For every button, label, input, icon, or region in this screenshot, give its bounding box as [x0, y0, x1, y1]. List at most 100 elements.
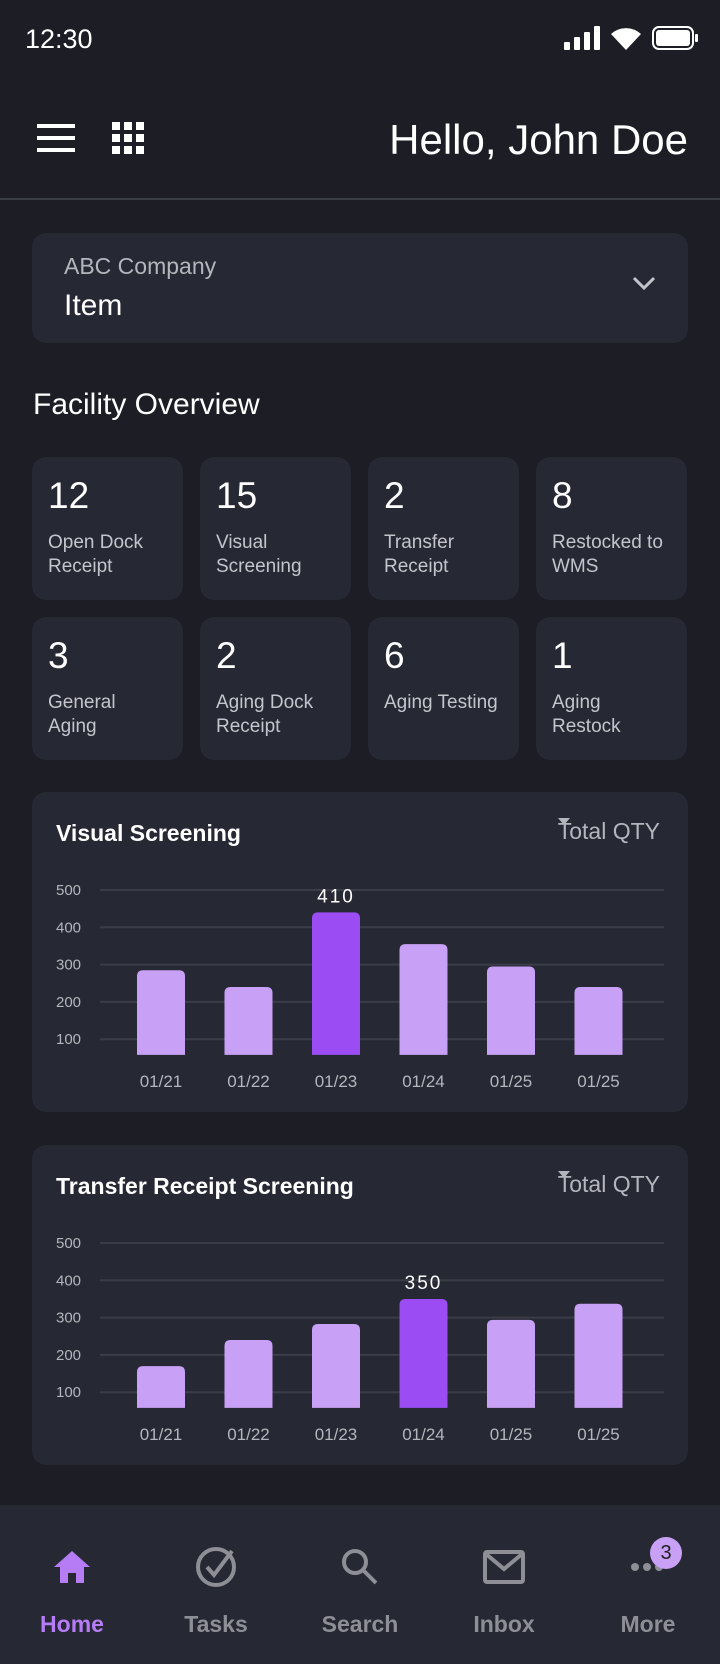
selected-value: Item: [64, 289, 123, 322]
tile-count: 15: [216, 475, 258, 516]
total-qty-dropdown[interactable]: Total QTY: [557, 1171, 660, 1198]
x-tick-label: 01/25: [577, 1072, 620, 1091]
greeting: Hello, John Doe: [389, 116, 688, 163]
tile-count: 6: [384, 635, 405, 676]
dropdown-label: Total QTY: [557, 1171, 660, 1197]
tile-label: Visual Screening: [216, 532, 302, 577]
data-label: 410: [317, 886, 355, 907]
bar[interactable]: [399, 1298, 448, 1408]
dropdown-label: Total QTY: [557, 818, 660, 844]
caret-down-icon: [557, 1171, 570, 1178]
nav-tasks[interactable]: Tasks: [144, 1505, 288, 1664]
x-tick-label: 01/23: [315, 1072, 358, 1091]
tile-count: 1: [552, 635, 573, 676]
x-tick-label: 01/25: [490, 1072, 533, 1091]
bar[interactable]: [487, 966, 535, 1055]
company-label: ABC Company: [64, 253, 217, 279]
nav-search[interactable]: Search: [288, 1505, 432, 1664]
tile-count: 3: [48, 635, 69, 676]
tile-label: Aging Testing: [384, 692, 498, 713]
bar[interactable]: [574, 986, 623, 1055]
x-tick-label: 01/23: [315, 1425, 358, 1444]
total-qty-dropdown[interactable]: Total QTY: [557, 818, 660, 845]
y-tick-label: 200: [56, 1347, 81, 1364]
nav-label: Home: [40, 1611, 104, 1637]
bar[interactable]: [224, 1339, 273, 1408]
x-tick-label: 01/24: [402, 1072, 445, 1091]
tile-label: Aging Dock Receipt: [216, 692, 314, 737]
nav-label: More: [620, 1611, 676, 1637]
y-tick-label: 300: [56, 1310, 81, 1327]
tile-label: Transfer Receipt: [384, 532, 455, 577]
home-icon: [54, 1551, 90, 1583]
data-label: 350: [405, 1273, 443, 1294]
x-tick-label: 01/25: [490, 1425, 533, 1444]
chart-title: Transfer Receipt Screening: [56, 1173, 354, 1199]
notification-badge: 3: [650, 1537, 682, 1569]
tile-label: Open Dock Receipt: [48, 532, 144, 577]
search-icon: [342, 1549, 378, 1585]
app-header: Hello, John Doe: [0, 80, 720, 200]
tile-label: General Aging: [48, 692, 116, 737]
battery-icon: [652, 26, 698, 50]
y-tick-label: 100: [56, 1384, 81, 1401]
y-tick-label: 300: [56, 957, 81, 974]
y-tick-label: 500: [56, 1235, 81, 1252]
bar[interactable]: [312, 912, 360, 1055]
x-tick-label: 01/22: [227, 1072, 270, 1091]
bar[interactable]: [224, 986, 273, 1055]
y-tick-label: 400: [56, 1272, 81, 1289]
tile-count: 2: [216, 635, 237, 676]
status-time: 12:30: [25, 24, 93, 54]
nav-inbox[interactable]: Inbox: [432, 1505, 576, 1664]
bar-chart: 500 400 300 200 100 01/21 01/22 01/23 410 01/24 01…: [56, 882, 664, 1091]
signal-icon: [564, 26, 600, 50]
section-title: Facility Overview: [33, 388, 260, 421]
facility-tile[interactable]: 2 Transfer Receipt: [368, 457, 519, 600]
visual-screening-chart: 500 400 300 200 100 01/21 01/22 01/23 410 01/24 01…: [32, 792, 688, 1112]
tile-label: Restocked to WMS: [552, 532, 663, 577]
bottom-nav: Home Tasks Search Inbox More 3: [0, 1505, 720, 1664]
facility-tile[interactable]: 12 Open Dock Receipt: [32, 457, 183, 600]
nav-more[interactable]: More 3: [576, 1505, 720, 1664]
x-tick-label: 01/24: [402, 1425, 445, 1444]
menu-icon[interactable]: [37, 124, 75, 152]
y-tick-label: 400: [56, 919, 81, 936]
tile-count: 12: [48, 475, 90, 516]
status-icons: [564, 26, 698, 50]
apps-grid-icon[interactable]: [112, 122, 144, 154]
transfer-receipt-chart: 500 400 300 200 100 01/21 01/22 01/23 01/24 350 01…: [32, 1145, 688, 1465]
x-tick-label: 01/21: [140, 1072, 183, 1091]
chart-title: Visual Screening: [56, 820, 241, 846]
nav-label: Inbox: [473, 1611, 535, 1637]
nav-home[interactable]: Home: [0, 1505, 144, 1664]
nav-label: Tasks: [184, 1611, 248, 1637]
bar[interactable]: [487, 1319, 535, 1408]
chevron-down-icon: [632, 276, 656, 291]
x-tick-label: 01/22: [227, 1425, 270, 1444]
caret-down-icon: [557, 818, 570, 825]
tile-count: 8: [552, 475, 573, 516]
nav-label: Search: [321, 1611, 399, 1637]
tile-label: Aging Restock: [552, 692, 621, 737]
facility-tile[interactable]: 2 Aging Dock Receipt: [200, 617, 351, 760]
facility-tile[interactable]: 6 Aging Testing: [368, 617, 519, 760]
y-tick-label: 500: [56, 882, 81, 899]
wifi-icon: [611, 28, 641, 50]
mail-icon: [483, 1550, 525, 1584]
tile-count: 2: [384, 475, 405, 516]
bar[interactable]: [137, 1366, 185, 1408]
bar-chart: 500 400 300 200 100 01/21 01/22 01/23 01/24 350 01…: [56, 1235, 664, 1444]
facility-tile[interactable]: 8 Restocked to WMS: [536, 457, 687, 600]
facility-tile[interactable]: 3 General Aging: [32, 617, 183, 760]
bar[interactable]: [137, 970, 185, 1055]
facility-tile[interactable]: 1 Aging Restock: [536, 617, 687, 760]
bar[interactable]: [312, 1323, 360, 1408]
x-tick-label: 01/21: [140, 1425, 183, 1444]
bar[interactable]: [574, 1303, 623, 1408]
facility-tile[interactable]: 15 Visual Screening: [200, 457, 351, 600]
company-item-select[interactable]: ABC Company Item: [32, 233, 688, 343]
x-tick-label: 01/25: [577, 1425, 620, 1444]
bar[interactable]: [399, 944, 448, 1055]
check-circle-icon: [196, 1547, 236, 1587]
